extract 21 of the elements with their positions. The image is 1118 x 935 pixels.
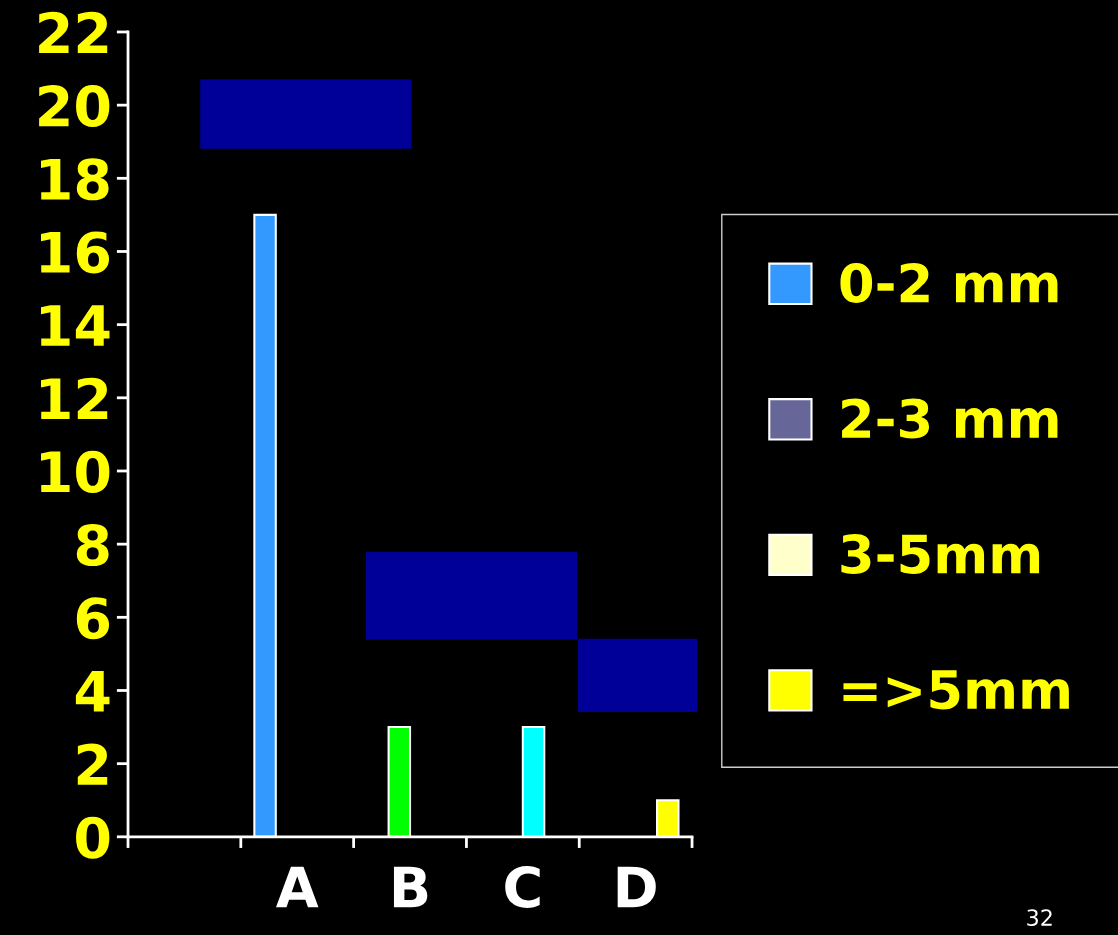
y-tick-label: 10 [41,450,110,493]
y-tick-label: 6 [76,597,110,640]
text: 2-3 mm [842,398,1058,439]
legend-label: =>5mm [843,670,1069,710]
legend-label: 0-2 mm [840,262,1058,303]
x-tick-label: B [393,866,428,908]
y-tick-label: 14 [41,305,110,346]
text: 32 [1027,909,1052,927]
y-tick-label: 12 [41,377,108,419]
x-tick-label: C [505,865,540,908]
text: 3-5mm [841,534,1040,574]
y-tick-label: 20 [39,85,110,128]
y-tick-label: 16 [41,231,110,274]
x-tick-label: A [275,866,319,908]
y-tick-label: 0 [76,816,110,859]
y-tick-label: 8 [76,524,109,567]
y-tick-label: 18 [41,158,109,201]
y-tick-label: 22 [39,11,108,54]
y-tick-label: 2 [77,743,108,785]
x-tick-label: D [617,866,656,908]
y-tick-label: 4 [75,671,110,712]
